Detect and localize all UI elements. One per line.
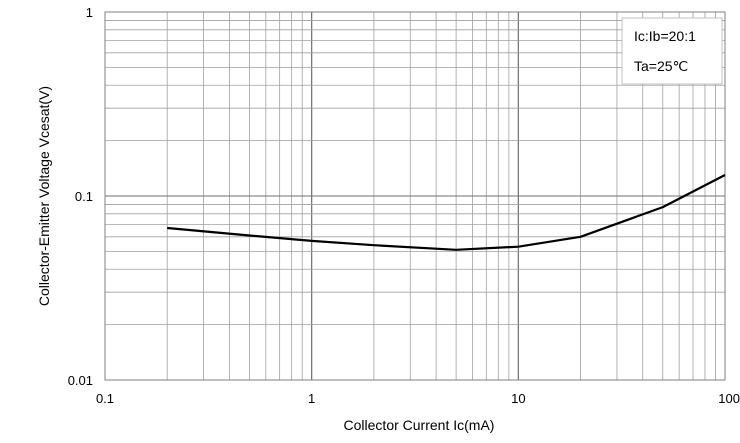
series-layer: [167, 174, 726, 251]
x-axis-title: Collector Current Ic(mA): [344, 417, 495, 433]
x-tick-label: 10: [511, 391, 525, 406]
y-tick-label: 0.01: [68, 373, 93, 388]
y-tick-label: 1: [86, 5, 93, 20]
plot-frame: [104, 11, 726, 381]
x-tick-label: 100: [718, 391, 740, 406]
x-tick-label: 1: [308, 391, 315, 406]
annotation-ratio: Ic:Ib=20:1: [634, 28, 696, 44]
annotation-temperature: Ta=25℃: [634, 58, 688, 74]
y-tick-label: 0.1: [75, 189, 93, 204]
y-axis-title: Collector-Emitter Voltage Vcesat(V): [36, 86, 52, 306]
x-tick-label: 0.1: [96, 391, 114, 406]
annotation-box: [621, 17, 723, 85]
vcesat-series-line: [167, 174, 726, 251]
